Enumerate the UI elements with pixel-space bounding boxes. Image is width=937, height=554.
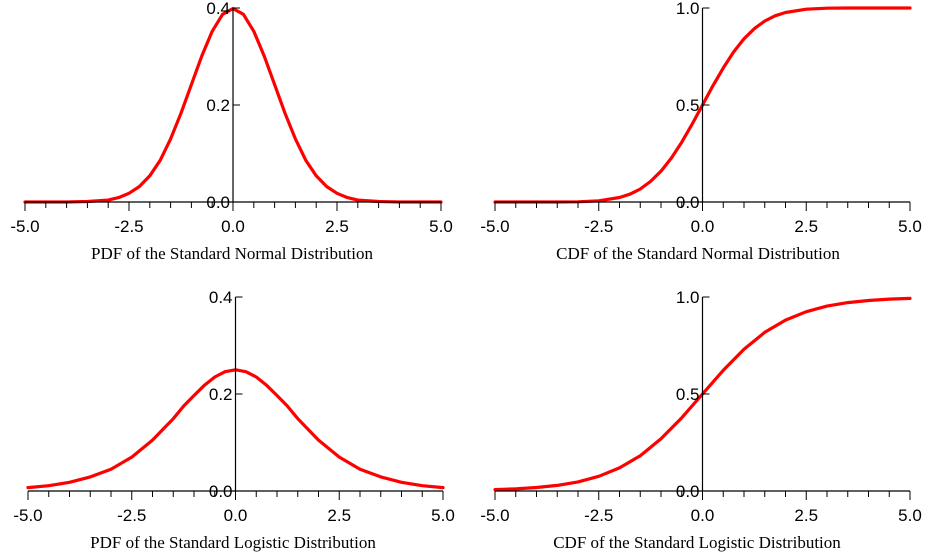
y-tick-label: 0.4 (209, 288, 233, 307)
panel-title-normal-cdf: CDF of the Standard Normal Distribution (556, 244, 840, 263)
x-tick-label: 5.0 (429, 217, 453, 236)
x-tick-label: 0.0 (224, 506, 248, 525)
x-tick-label: -2.5 (114, 217, 143, 236)
y-tick-label: 0.0 (676, 482, 700, 501)
x-tick-label: -2.5 (117, 506, 146, 525)
x-tick-label: -5.0 (13, 506, 42, 525)
x-tick-label: 5.0 (898, 217, 922, 236)
y-tick-label: 0.4 (206, 0, 230, 18)
x-tick-label: -2.5 (584, 217, 613, 236)
y-tick-label: 1.0 (676, 288, 700, 307)
x-tick-label: 0.0 (691, 506, 715, 525)
y-tick-label: 0.5 (676, 96, 700, 115)
x-tick-label: 5.0 (431, 506, 455, 525)
y-tick-label: 0.5 (676, 385, 700, 404)
y-tick-label: 0.0 (206, 193, 230, 212)
x-tick-label: 0.0 (691, 217, 715, 236)
panel-logistic-pdf: PDF of the Standard Logistic Distributio… (13, 288, 454, 552)
panel-logistic-cdf: CDF of the Standard Logistic Distributio… (480, 288, 921, 552)
x-tick-label: 2.5 (327, 506, 351, 525)
y-tick-label: 1.0 (676, 0, 700, 18)
x-tick-label: -2.5 (584, 506, 613, 525)
panel-title-normal-pdf: PDF of the Standard Normal Distribution (91, 244, 373, 263)
x-tick-label: -5.0 (10, 217, 39, 236)
x-tick-label: 2.5 (794, 217, 818, 236)
x-tick-label: 2.5 (794, 506, 818, 525)
panel-normal-cdf: CDF of the Standard Normal Distribution … (480, 0, 921, 263)
x-tick-label: 5.0 (898, 506, 922, 525)
panel-title-logistic-cdf: CDF of the Standard Logistic Distributio… (553, 533, 841, 552)
y-tick-label: 0.2 (209, 385, 233, 404)
x-tick-label: -5.0 (480, 506, 509, 525)
x-tick-label: 0.0 (221, 217, 245, 236)
y-tick-label: 0.0 (676, 193, 700, 212)
x-tick-label: -5.0 (480, 217, 509, 236)
y-tick-label: 0.2 (206, 96, 230, 115)
panel-title-logistic-pdf: PDF of the Standard Logistic Distributio… (90, 533, 376, 552)
x-tick-label: 2.5 (325, 217, 349, 236)
y-tick-label: 0.0 (209, 482, 233, 501)
panel-normal-pdf: PDF of the Standard Normal Distribution … (10, 0, 452, 263)
